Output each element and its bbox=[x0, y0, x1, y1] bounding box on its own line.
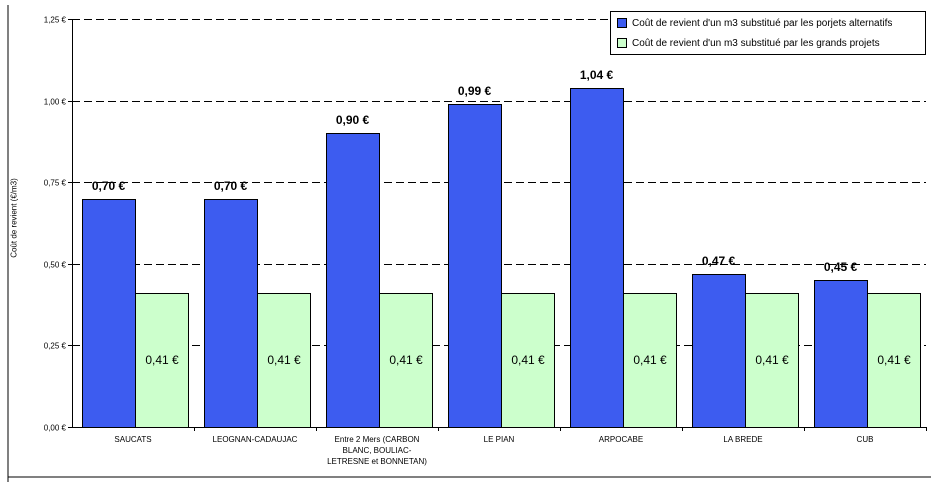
x-tick-label: SAUCATS bbox=[114, 435, 151, 444]
y-tick-label: 0,00 € bbox=[44, 424, 67, 433]
bar-grands-projets bbox=[257, 293, 311, 428]
bar-alternatifs bbox=[82, 199, 136, 428]
data-label-alternatifs: 0,90 € bbox=[336, 113, 370, 127]
data-label-alternatifs: 0,70 € bbox=[214, 179, 248, 193]
x-tick-label: LA BREDE bbox=[723, 435, 762, 444]
legend-item-alternatifs: Coût de revient d'un m3 substitué par le… bbox=[617, 16, 892, 30]
bar-grands-projets bbox=[867, 293, 921, 428]
bar-grands-projets bbox=[501, 293, 555, 428]
legend: Coût de revient d'un m3 substitué par le… bbox=[610, 11, 926, 55]
x-tick-label: CUB bbox=[857, 435, 874, 444]
x-tick-label: LE PIAN bbox=[484, 435, 515, 444]
data-label-grands-projets: 0,41 € bbox=[145, 353, 179, 367]
y-tick-label: 0,50 € bbox=[44, 261, 67, 270]
bar-alternatifs bbox=[204, 199, 258, 428]
bar-alternatifs bbox=[814, 280, 868, 428]
legend-swatch-alternatifs bbox=[617, 18, 627, 28]
y-tick-label: 0,25 € bbox=[44, 342, 67, 351]
x-tick-label: LETRESNE et BONNETAN) bbox=[327, 457, 427, 466]
x-tick-label: LEOGNAN-CADAUJAC bbox=[213, 435, 298, 444]
y-tick-label: 1,25 € bbox=[44, 16, 67, 25]
data-label-alternatifs: 0,45 € bbox=[824, 260, 858, 274]
data-label-grands-projets: 0,41 € bbox=[389, 353, 423, 367]
bar-grands-projets bbox=[135, 293, 189, 428]
bar-alternatifs bbox=[692, 274, 746, 428]
x-tick-label: ARPOCABE bbox=[599, 435, 643, 444]
data-label-alternatifs: 1,04 € bbox=[580, 68, 614, 82]
data-label-grands-projets: 0,41 € bbox=[633, 353, 667, 367]
legend-label-alternatifs: Coût de revient d'un m3 substitué par le… bbox=[632, 17, 893, 29]
bar-alternatifs bbox=[326, 133, 380, 428]
data-label-alternatifs: 0,47 € bbox=[702, 254, 736, 268]
bar-grands-projets bbox=[745, 293, 799, 428]
y-tick-label: 0,75 € bbox=[44, 179, 67, 188]
bar-grands-projets bbox=[623, 293, 677, 428]
data-label-grands-projets: 0,41 € bbox=[267, 353, 301, 367]
data-label-grands-projets: 0,41 € bbox=[755, 353, 789, 367]
legend-label-grands-projets: Coût de revient d'un m3 substitué par le… bbox=[632, 37, 880, 49]
data-label-alternatifs: 0,99 € bbox=[458, 84, 492, 98]
data-label-grands-projets: 0,41 € bbox=[877, 353, 911, 367]
legend-swatch-grands-projets bbox=[617, 38, 627, 48]
bar-grands-projets bbox=[379, 293, 433, 428]
y-tick-label: 1,00 € bbox=[44, 98, 67, 107]
data-label-grands-projets: 0,41 € bbox=[511, 353, 545, 367]
x-tick-label: Entre 2 Mers (CARBON bbox=[335, 435, 420, 444]
data-label-alternatifs: 0,70 € bbox=[92, 179, 126, 193]
y-axis-label: Coût de revient (€/m3) bbox=[9, 178, 19, 258]
bar-alternatifs bbox=[448, 104, 502, 428]
bar-alternatifs bbox=[570, 88, 624, 428]
legend-item-grands-projets: Coût de revient d'un m3 substitué par le… bbox=[617, 36, 880, 50]
x-tick-label: BLANC, BOULIAC- bbox=[343, 446, 412, 455]
